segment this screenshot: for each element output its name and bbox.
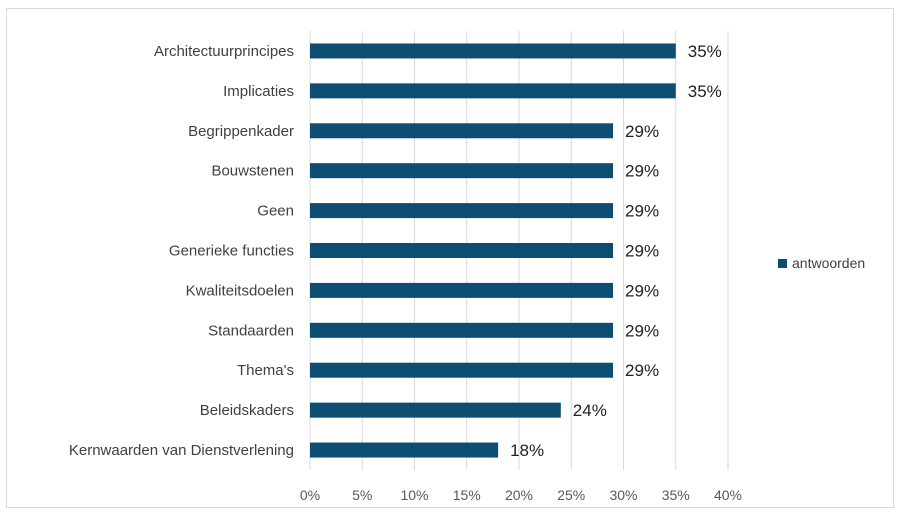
category-label: Beleidskaders bbox=[200, 402, 294, 419]
bar bbox=[310, 322, 614, 338]
x-axis-tick-labels: 0% 5% 10% 15% 20% 25% 30% 35% 40% bbox=[300, 487, 742, 503]
data-label: 35% bbox=[688, 82, 722, 101]
x-tick-label: 30% bbox=[609, 487, 637, 503]
category-label: Thema's bbox=[237, 362, 294, 379]
data-label: 29% bbox=[625, 281, 659, 300]
category-label: Kernwaarden van Dienstverlening bbox=[69, 442, 294, 459]
bar bbox=[310, 123, 614, 139]
bar bbox=[310, 43, 676, 59]
bars bbox=[310, 43, 676, 458]
category-label: Begrippenkader bbox=[188, 123, 294, 140]
legend-label: antwoorden bbox=[792, 255, 865, 271]
x-tick-label: 25% bbox=[557, 487, 585, 503]
bar bbox=[310, 83, 676, 99]
x-tick-label: 0% bbox=[300, 487, 320, 503]
bar bbox=[310, 203, 614, 219]
data-label: 29% bbox=[625, 321, 659, 340]
data-label: 29% bbox=[625, 202, 659, 221]
category-label: Implicaties bbox=[223, 83, 294, 100]
data-label: 29% bbox=[625, 361, 659, 380]
legend: antwoorden bbox=[778, 255, 865, 271]
x-tick-label: 35% bbox=[662, 487, 690, 503]
x-tick-label: 20% bbox=[505, 487, 533, 503]
data-label: 29% bbox=[625, 162, 659, 181]
bar bbox=[310, 362, 614, 378]
data-label: 35% bbox=[688, 42, 722, 61]
x-tick-label: 15% bbox=[453, 487, 481, 503]
legend-swatch bbox=[778, 259, 787, 268]
data-label: 18% bbox=[510, 441, 544, 460]
category-labels: Architectuurprincipes Implicaties Begrippe… bbox=[69, 43, 294, 459]
bar bbox=[310, 402, 561, 418]
category-label: Generieke functies bbox=[169, 243, 294, 260]
category-label: Kwaliteitsdoelen bbox=[186, 282, 294, 299]
x-tick-label: 5% bbox=[352, 487, 372, 503]
category-label: Architectuurprincipes bbox=[154, 43, 294, 60]
data-label: 29% bbox=[625, 242, 659, 261]
data-label: 29% bbox=[625, 122, 659, 141]
bar bbox=[310, 163, 614, 179]
category-label: Standaarden bbox=[208, 322, 294, 339]
category-label: Geen bbox=[257, 203, 294, 220]
data-label: 24% bbox=[573, 401, 607, 420]
x-tick-label: 40% bbox=[714, 487, 742, 503]
category-label: Bouwstenen bbox=[211, 163, 294, 180]
bar bbox=[310, 243, 614, 258]
bar bbox=[310, 282, 614, 298]
x-tick-label: 10% bbox=[400, 487, 428, 503]
bar bbox=[310, 442, 499, 458]
data-labels: 35% 35% 29% 29% 29% 29% 29% 29% 29% 24% 18% bbox=[510, 42, 722, 460]
